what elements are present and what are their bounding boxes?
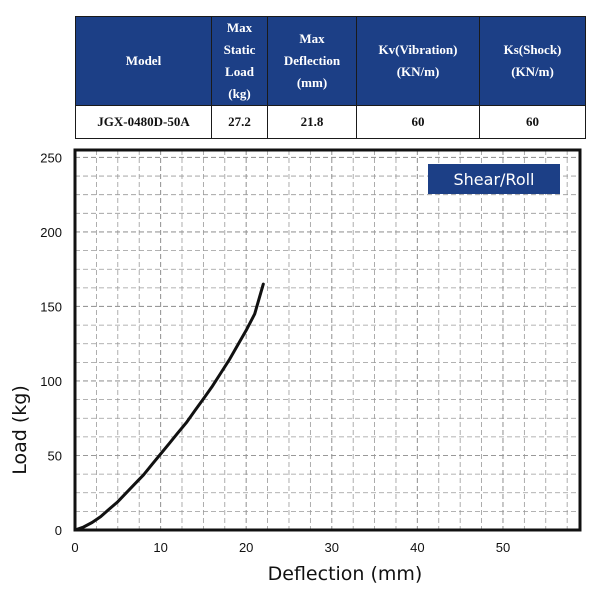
spec-table: Model Max Static Load (kg) Max Deflectio… (75, 16, 586, 139)
spec-data-row: JGX-0480D-50A 27.2 21.8 60 60 (75, 105, 586, 139)
cell-kv: 60 (356, 105, 480, 139)
y-tick-label: 200 (40, 225, 62, 240)
badge-background (428, 164, 560, 194)
x-tick-label: 30 (325, 540, 339, 555)
x-axis-label: Deflection (mm) (268, 563, 423, 585)
y-tick-label: 150 (40, 299, 62, 314)
y-tick-label: 100 (40, 374, 62, 389)
plot-frame (73, 148, 582, 532)
header-max-static-load: Max Static Load (kg) (211, 16, 268, 106)
x-tick-labels: 0 10 20 30 40 50 (71, 540, 510, 555)
grid (74, 150, 580, 531)
cell-model: JGX-0480D-50A (75, 105, 212, 139)
x-tick-label: 20 (239, 540, 253, 555)
header-max-deflection: Max Deflection (mm) (267, 16, 357, 106)
y-tick-label: 250 (40, 150, 62, 165)
y-tick-labels: 0 50 100 150 200 250 (40, 150, 62, 538)
x-tick-label: 10 (153, 540, 167, 555)
x-tick-label: 0 (71, 540, 78, 555)
x-tick-label: 50 (496, 540, 510, 555)
spec-header-row: Model Max Static Load (kg) Max Deflectio… (75, 16, 586, 106)
header-ks: Ks(Shock) (KN/m) (479, 16, 586, 106)
load-deflection-chart: 0 50 100 150 200 250 0 10 20 30 40 50 Shear/Roll D… (9, 148, 582, 585)
y-tick-label: 0 (55, 523, 62, 538)
y-tick-label: 50 (48, 448, 62, 463)
cell-max-deflection: 21.8 (267, 105, 357, 139)
cell-max-static-load: 27.2 (211, 105, 268, 139)
header-kv: Kv(Vibration) (KN/m) (356, 16, 480, 106)
cell-ks: 60 (479, 105, 586, 139)
y-axis-label: Load (kg) (9, 385, 31, 475)
x-tick-label: 40 (410, 540, 424, 555)
load-deflection-curve (73, 282, 265, 532)
badge-shear-roll: Shear/Roll (454, 170, 535, 189)
header-model: Model (75, 16, 212, 106)
